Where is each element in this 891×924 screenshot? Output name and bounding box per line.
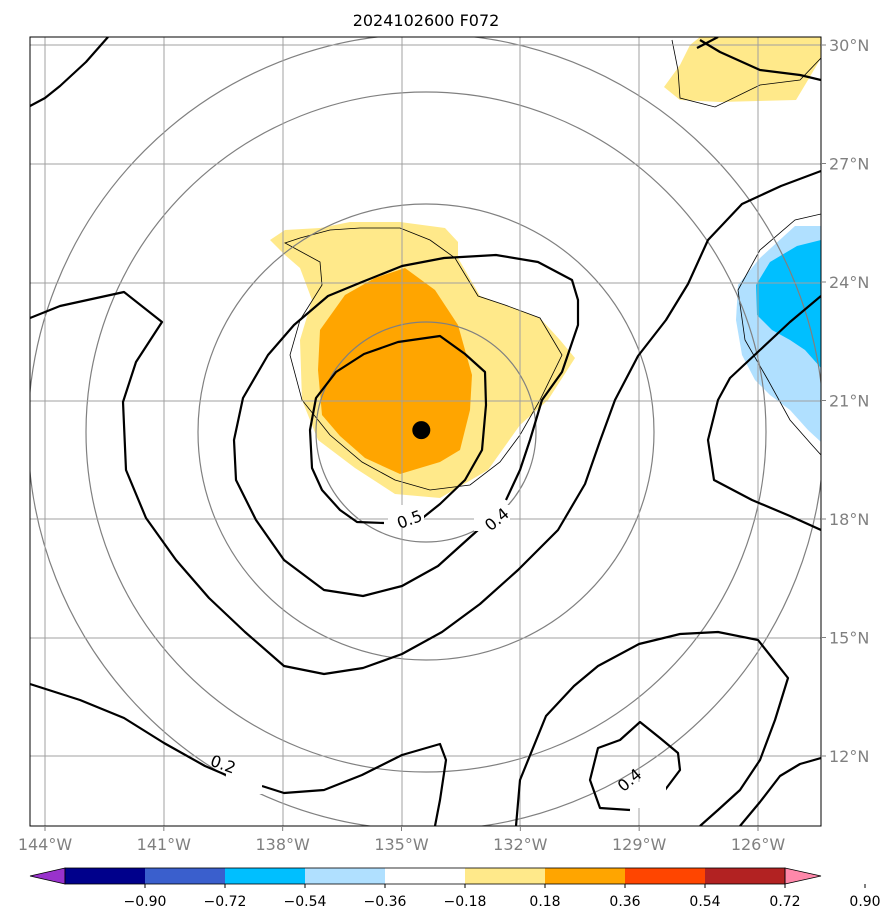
colorbar-swatch xyxy=(65,868,146,884)
shade-negative-0.36-east xyxy=(756,240,821,368)
y-axis-ticks: 30°N 27°N 24°N 21°N 18°N 15°N 12°N xyxy=(821,36,869,766)
x-tick-label: 144°W xyxy=(18,835,73,854)
colorbar-tick-label: −0.36 xyxy=(364,894,407,910)
colorbar-tick-label: −0.54 xyxy=(284,894,327,910)
x-tick-label: 138°W xyxy=(255,835,310,854)
colorbar-swatch xyxy=(225,868,306,884)
label-bg-0.5 xyxy=(388,505,424,527)
storm-center-marker xyxy=(412,421,431,440)
range-circle-1 xyxy=(315,321,537,543)
contour-0.4-south-inner xyxy=(588,720,682,812)
y-tick-label: 24°N xyxy=(829,273,869,292)
contour-0.4-south xyxy=(514,630,790,826)
label-bg-0.4-south xyxy=(630,782,666,808)
contour-0.3-east xyxy=(706,295,821,532)
colorbar-swatch xyxy=(545,868,626,884)
contour-0.3 xyxy=(30,169,821,676)
map-area: 0.5 0.40.20.4 xyxy=(30,37,821,826)
label-bg-0.2 xyxy=(226,770,262,794)
contour-southeast xyxy=(739,756,821,826)
thick-contours xyxy=(30,37,821,826)
range-circle-3 xyxy=(85,91,767,773)
contour-northeast xyxy=(696,37,821,82)
colorbar-swatch xyxy=(305,868,386,884)
shade-0.18-positive-north xyxy=(664,37,821,102)
colorbar-tick-label: −0.72 xyxy=(204,894,247,910)
colorbar-frame xyxy=(64,867,786,885)
y-tick-label: 21°N xyxy=(829,392,869,411)
colorbar-swatch xyxy=(385,868,466,884)
y-tick-label: 30°N xyxy=(829,36,869,55)
y-tick-label: 27°N xyxy=(829,155,869,174)
colorbar-swatch xyxy=(465,868,546,884)
colorbar-tick-label: 0.72 xyxy=(769,894,800,910)
contour-0.2 xyxy=(30,682,448,826)
x-tick-label: 132°W xyxy=(493,835,548,854)
y-tick-label: 18°N xyxy=(829,510,869,529)
chart-title: 2024102600 F072 xyxy=(353,11,500,30)
colorbar-tick-label: 0.54 xyxy=(689,894,720,910)
range-circles xyxy=(30,37,821,826)
colorbar-tick-label: 0.90 xyxy=(849,894,880,910)
colorbar-swatch xyxy=(145,868,226,884)
colorbar-extend-max xyxy=(784,867,822,885)
colorbar-tick-label: −0.90 xyxy=(124,894,167,910)
contour-thin-east xyxy=(737,213,821,456)
label-bg-0.4 xyxy=(474,505,510,531)
y-tick-label: 12°N xyxy=(829,747,869,766)
colorbar-swatch xyxy=(625,868,706,884)
contour-0.5 xyxy=(308,334,488,525)
colorbar-extend-min xyxy=(29,867,66,885)
colorbar-tick-label: 0.18 xyxy=(529,894,560,910)
x-tick-label: 135°W xyxy=(374,835,429,854)
colorbar-tick-label: −0.18 xyxy=(444,894,487,910)
colorbar-swatch xyxy=(705,868,786,884)
gridlines xyxy=(30,37,821,826)
map-frame xyxy=(29,36,822,827)
colorbar-tick-label: 0.36 xyxy=(609,894,640,910)
y-tick-label: 15°N xyxy=(829,629,869,648)
x-tick-label: 126°W xyxy=(731,835,786,854)
x-tick-label: 129°W xyxy=(612,835,667,854)
colorbar: −0.90 −0.72 −0.54 −0.36 −0.18 0.18 0.36 0.54 0.7… xyxy=(29,867,881,910)
contour-thin-north xyxy=(671,39,821,108)
contour-northwest xyxy=(30,37,109,107)
shade-0.36-positive-center xyxy=(318,268,472,474)
x-axis-ticks: 144°W 141°W 138°W 135°W 132°W 129°W 126°W xyxy=(18,826,786,854)
x-tick-label: 141°W xyxy=(137,835,192,854)
range-circle-2 xyxy=(197,203,655,661)
contour-label-backgrounds xyxy=(226,505,666,808)
contour-0.4-inner xyxy=(232,253,580,598)
